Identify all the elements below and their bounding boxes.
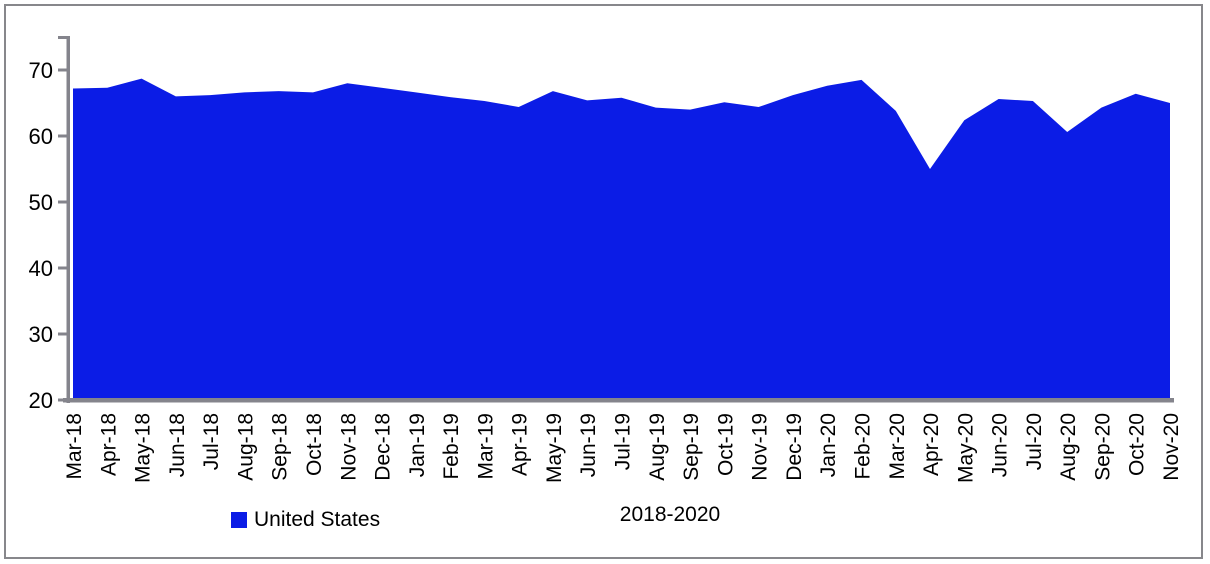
- x-tick-label: Oct-19: [714, 413, 737, 476]
- x-axis-title: 2018-2020: [619, 503, 721, 526]
- x-tick-label: Sep-19: [680, 413, 703, 481]
- x-tick-label: Mar-18: [63, 413, 86, 480]
- legend: United States: [231, 509, 380, 531]
- x-tick-label: Jan-20: [817, 413, 840, 477]
- x-tick-label: Mar-19: [474, 413, 497, 480]
- y-tick: [58, 134, 67, 138]
- x-tick-label: Dec-18: [372, 413, 395, 481]
- legend-swatch-united-states: [231, 512, 247, 528]
- x-tick-label: Feb-19: [440, 413, 463, 480]
- x-tick-label: Aug-19: [646, 413, 669, 481]
- y-tick: [58, 332, 67, 336]
- x-tick-label: Nov-19: [749, 413, 772, 481]
- x-tick-label: Jun-20: [989, 413, 1012, 477]
- y-axis-line: [66, 36, 70, 403]
- x-tick-label: Nov-18: [337, 413, 360, 481]
- y-axis-end-tick: [58, 36, 67, 39]
- x-axis-line: [63, 398, 1174, 403]
- y-tick: [58, 200, 67, 204]
- y-tick-label: 20: [29, 388, 53, 413]
- x-tick-label: Oct-20: [1126, 413, 1149, 476]
- x-tick-label: May-19: [543, 413, 566, 483]
- x-tick-label: Sep-20: [1091, 413, 1114, 481]
- x-tick-label: Dec-19: [783, 413, 806, 481]
- area-series-united-states: [73, 78, 1170, 400]
- legend-label-united-states: United States: [254, 508, 381, 531]
- y-tick-label: 30: [29, 322, 53, 347]
- y-tick-label: 70: [29, 58, 53, 83]
- x-tick-label: Apr-20: [920, 413, 943, 476]
- x-tick-label: Sep-18: [269, 413, 292, 481]
- y-tick-label: 60: [29, 124, 53, 149]
- x-tick-label: Jun-18: [166, 413, 189, 477]
- y-tick: [58, 266, 67, 270]
- x-tick-label: May-18: [132, 413, 155, 483]
- x-tick-label: Jun-19: [577, 413, 600, 477]
- y-tick: [58, 398, 67, 402]
- x-tick-label: Aug-18: [234, 413, 257, 481]
- y-tick: [58, 68, 67, 72]
- x-tick-label: May-20: [954, 413, 977, 483]
- x-tick-label: Mar-20: [886, 413, 909, 480]
- x-tick-label: Jan-19: [406, 413, 429, 477]
- x-tick-label: Apr-18: [97, 413, 120, 476]
- x-tick-label: Aug-20: [1057, 413, 1080, 481]
- x-tick-label: Nov-20: [1160, 413, 1183, 481]
- x-tick-label: Feb-20: [852, 413, 875, 480]
- x-tick-label: Jul-18: [200, 413, 223, 470]
- x-tick-label: Jul-20: [1023, 413, 1046, 470]
- y-tick-label: 50: [29, 190, 53, 215]
- x-tick-label: Jul-19: [612, 413, 635, 470]
- y-tick-label: 40: [29, 256, 53, 281]
- x-tick-label: Apr-19: [509, 413, 532, 476]
- x-tick-label: Oct-18: [303, 413, 326, 476]
